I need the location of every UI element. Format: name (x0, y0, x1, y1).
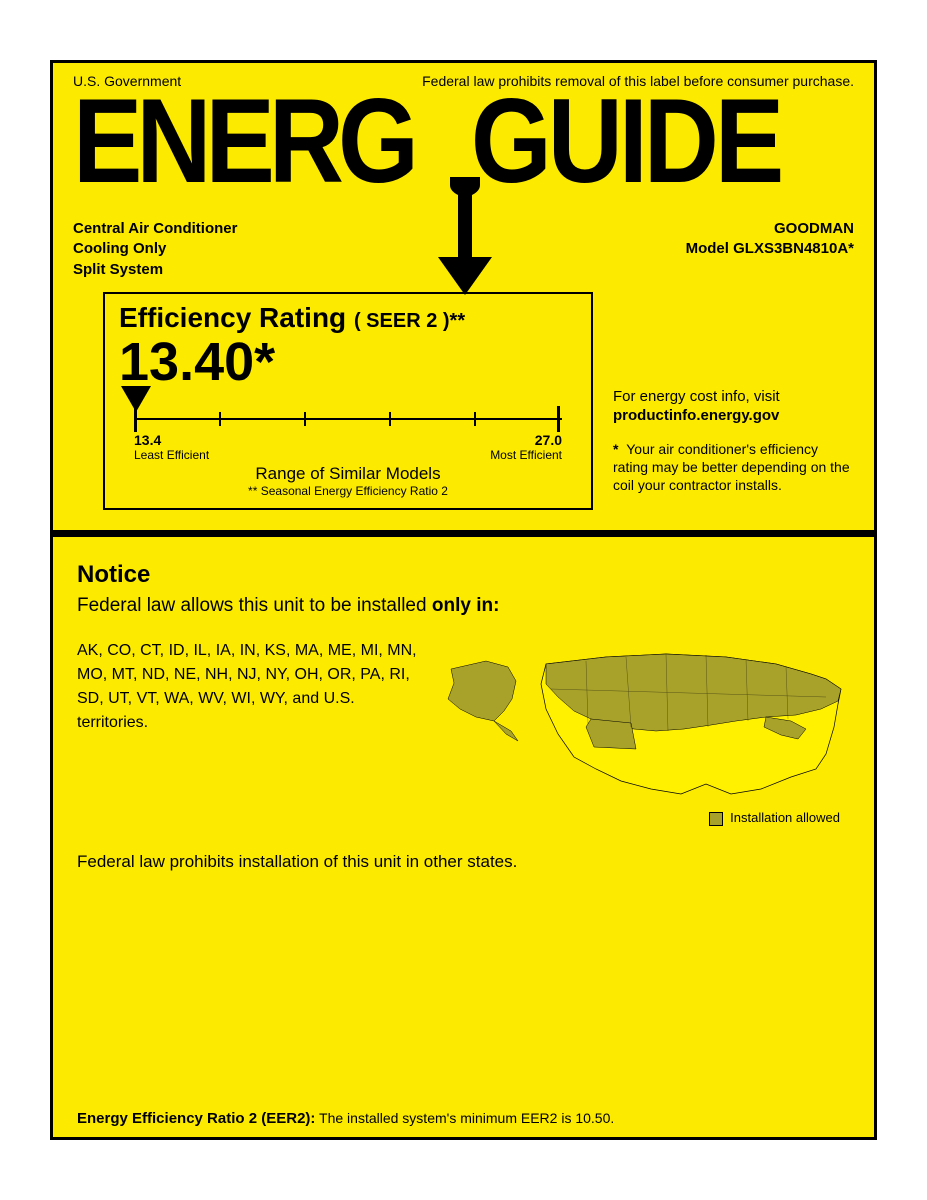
scale-min: 13.4 Least Efficient (134, 432, 209, 462)
scale-line (134, 418, 562, 420)
note-text: Your air conditioner's efficiency rating… (613, 441, 850, 493)
model-prefix: Model (686, 240, 734, 257)
product-left: Central Air Conditioner Cooling Only Spl… (73, 219, 237, 280)
scale-max-value: 27.0 (490, 432, 562, 448)
rating-metric: ( SEER 2 )** (354, 310, 465, 332)
prohibit-line: Federal law prohibits installation of th… (77, 852, 850, 872)
product-mode: Cooling Only (73, 239, 237, 259)
scale-max: 27.0 Most Efficient (490, 432, 562, 462)
scale-tick (219, 412, 221, 426)
scale-tick (304, 412, 306, 426)
product-type: Central Air Conditioner (73, 219, 237, 239)
rating-box: Efficiency Rating ( SEER 2 )** 13.40* (103, 292, 593, 511)
scale-tick (474, 412, 476, 426)
scale-tick (557, 406, 560, 432)
logo-right: GUIDE (471, 75, 780, 208)
rating-value: 13.40* (119, 334, 577, 391)
product-right: GOODMAN Model GLXS3BN4810A* (686, 219, 854, 280)
efficiency-scale: 13.4 Least Efficient 27.0 Most Efficient (119, 392, 577, 462)
scale-tick (389, 412, 391, 426)
cost-info-line: For energy cost info, visit (613, 387, 854, 407)
notice-title: Notice (77, 561, 850, 589)
eer-label: Energy Efficiency Ratio 2 (EER2): (77, 1110, 315, 1127)
cost-info-link: productinfo.energy.gov (613, 406, 854, 426)
side-text: For energy cost info, visit productinfo.… (613, 292, 854, 495)
legend-text: Installation allowed (730, 810, 840, 825)
bottom-section: Notice Federal law allows this unit to b… (53, 537, 874, 1137)
states-row: AK, CO, CT, ID, IL, IA, IN, KS, MA, ME, … (77, 639, 850, 826)
notice-line: Federal law allows this unit to be insta… (77, 595, 850, 617)
scale-max-label: Most Efficient (490, 448, 562, 462)
rating-title-text: Efficiency Rating (119, 302, 346, 333)
states-list: AK, CO, CT, ID, IL, IA, IN, KS, MA, ME, … (77, 639, 422, 735)
model-line: Model GLXS3BN4810A* (686, 239, 854, 259)
legend-swatch (709, 812, 723, 826)
range-sub: ** Seasonal Energy Efficiency Ratio 2 (119, 484, 577, 498)
arrow-down-icon (430, 177, 500, 297)
notice-line-bold: only in: (432, 595, 500, 616)
model-number: GLXS3BN4810A* (733, 240, 854, 257)
rating-title: Efficiency Rating ( SEER 2 )** (119, 302, 577, 334)
eer-text: The installed system's minimum EER2 is 1… (315, 1110, 614, 1126)
map-wrap: Installation allowed (442, 639, 850, 826)
notice-line-pre: Federal law allows this unit to be insta… (77, 595, 432, 616)
us-map-icon (446, 639, 846, 799)
brand: GOODMAN (686, 219, 854, 239)
efficiency-note: * Your air conditioner's efficiency rati… (613, 440, 854, 495)
energyguide-logo: ENERGGUIDE (73, 91, 854, 201)
scale-tick (134, 406, 137, 432)
range-label: Range of Similar Models (119, 464, 577, 484)
scale-min-value: 13.4 (134, 432, 209, 448)
logo-left: ENERG (73, 75, 413, 208)
energy-guide-label: U.S. Government Federal law prohibits re… (50, 60, 877, 1140)
top-section: U.S. Government Federal law prohibits re… (53, 63, 874, 537)
scale-min-label: Least Efficient (134, 448, 209, 462)
product-system: Split System (73, 260, 237, 280)
eer-line: Energy Efficiency Ratio 2 (EER2): The in… (77, 1080, 850, 1127)
rating-row: Efficiency Rating ( SEER 2 )** 13.40* (73, 292, 854, 511)
note-asterisk: * (613, 441, 618, 457)
map-legend: Installation allowed (442, 810, 850, 826)
